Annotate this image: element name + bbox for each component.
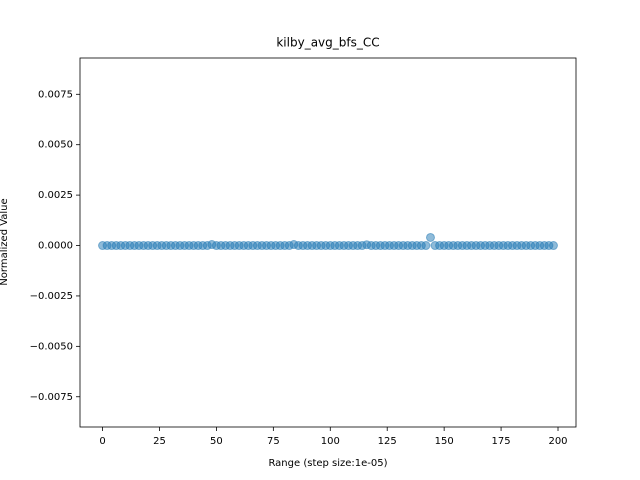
x-tick-label: 150 (435, 436, 454, 447)
x-tick-label: 100 (321, 436, 340, 447)
y-axis-label: Normalized Value (0, 198, 10, 285)
point (425, 232, 435, 242)
y-tick-label: 0.0000 (38, 241, 73, 252)
x-tick-label: 175 (492, 436, 511, 447)
y-tick-label: −0.0050 (30, 341, 73, 352)
plot-frame (79, 57, 577, 428)
x-axis-label: Range (step size:1e-05) (268, 458, 387, 469)
point (548, 241, 558, 251)
y-tick-label: −0.0025 (30, 291, 73, 302)
y-tick-label: 0.0075 (38, 89, 73, 100)
x-tick-label: 200 (548, 436, 567, 447)
x-tick-label: 0 (99, 436, 105, 447)
y-tick-label: 0.0050 (38, 140, 73, 151)
chart-title: kilby_avg_bfs_CC (276, 36, 379, 50)
x-tick-label: 75 (267, 436, 280, 447)
x-tick-label: 50 (210, 436, 223, 447)
x-tick-label: 125 (378, 436, 397, 447)
y-tick-label: −0.0075 (30, 392, 73, 403)
x-tick-label: 25 (153, 436, 166, 447)
y-tick-label: 0.0025 (38, 190, 73, 201)
point (421, 241, 431, 251)
